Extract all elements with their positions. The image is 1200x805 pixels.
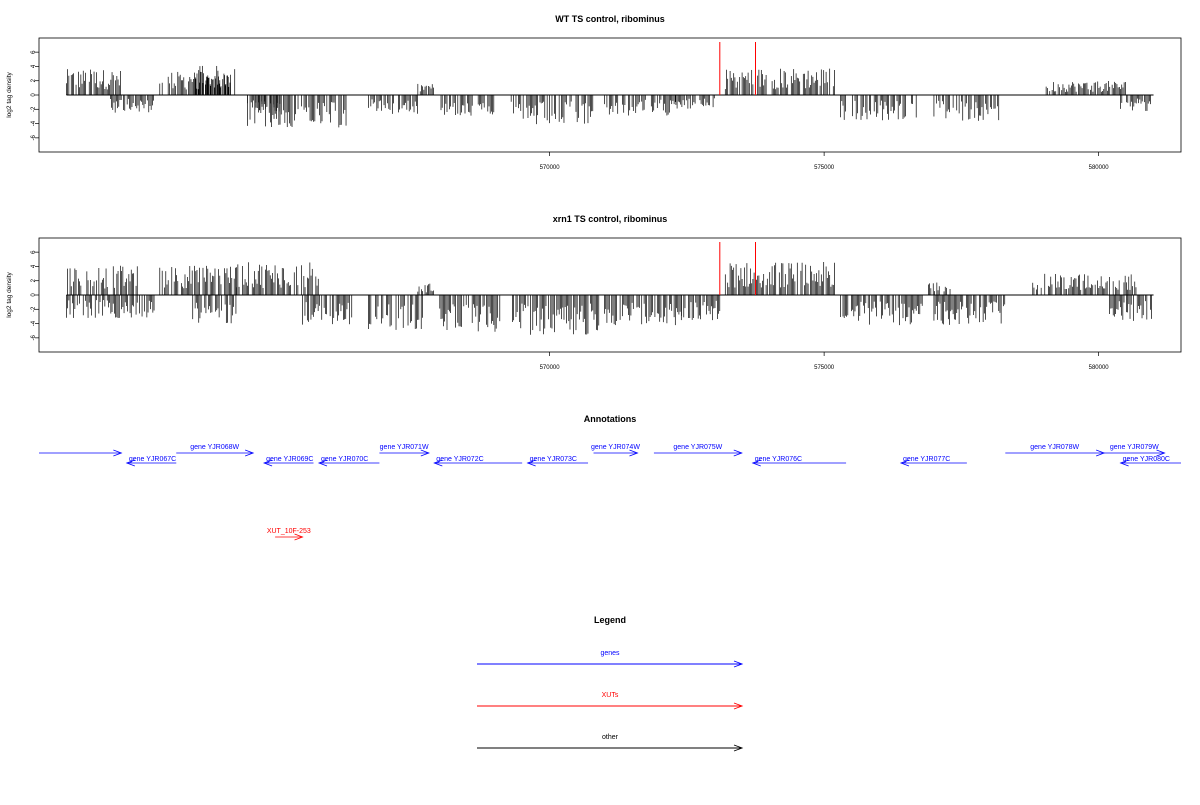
arrow-head <box>899 459 910 467</box>
legend-label: genes <box>600 650 620 657</box>
arrow-head <box>262 459 273 467</box>
x-tick-label: 575000 <box>814 365 835 371</box>
arrow-head <box>433 459 443 467</box>
arrow-head <box>751 459 761 467</box>
x-tick-label: 570000 <box>540 365 561 371</box>
feature-label: gene YJR080C <box>1123 456 1170 463</box>
x-tick-label: 580000 <box>1089 365 1110 371</box>
y-tick-label: -6 <box>31 135 37 141</box>
legend-items: genes XUTs other <box>477 650 744 752</box>
wt-y-ticks: -6 -4 -2 0 2 4 6 <box>31 50 39 141</box>
y-tick-label: 2 <box>31 278 37 282</box>
y-tick-label: -2 <box>31 306 37 312</box>
legend-label: XUTs <box>602 692 619 699</box>
xrn1-x-ticks: 570000 575000 580000 <box>540 352 1110 371</box>
legend-title: Legend <box>594 615 626 625</box>
legend-panel: Legend genes XUTs other <box>477 615 744 752</box>
feature-label: gene YJR068W <box>190 444 239 451</box>
legend-item-genes: genes <box>477 650 744 668</box>
gene-feature: gene YJR080C <box>1119 456 1181 467</box>
gene-feature: gene YJR072C <box>433 456 523 467</box>
feature-label: gene YJR071W <box>380 444 429 451</box>
arrow-head <box>113 449 123 457</box>
xrn1-y-ticks: -6 -4 -2 0 2 4 6 <box>31 250 39 341</box>
arrow-head <box>1119 459 1129 467</box>
y-tick-label: -6 <box>31 335 37 341</box>
arrow-head <box>420 449 430 457</box>
feature-label: gene YJR077C <box>903 456 950 463</box>
legend-item-other: other <box>477 734 744 752</box>
y-tick-label: 4 <box>31 264 37 268</box>
gene-feature: gene YJR069C <box>262 456 314 467</box>
y-tick-label: 4 <box>31 64 37 68</box>
wt-markers <box>719 42 756 95</box>
arrow-head <box>733 702 744 710</box>
arrow-head <box>1156 449 1166 457</box>
annotations-title: Annotations <box>584 414 637 424</box>
feature-label: gene YJR075W <box>673 444 722 451</box>
y-tick-label: 6 <box>31 250 37 254</box>
feature-label: gene YJR069C <box>266 456 313 463</box>
annotation-features: gene YJR067C gene YJR068W gene YJR069C gene… <box>39 444 1181 541</box>
feature-label: gene YJR070C <box>321 456 368 463</box>
gene-feature: gene YJR074W <box>591 444 640 457</box>
y-tick-label: 2 <box>31 78 37 82</box>
x-tick-label: 570000 <box>540 165 561 171</box>
gene-feature: gene YJR071W <box>379 444 430 457</box>
y-tick-label: -4 <box>31 320 37 326</box>
gene-feature: gene YJR077C <box>899 456 967 467</box>
y-tick-label: -2 <box>31 106 37 112</box>
xrn1-y-axis-label: log2 tag density <box>6 271 13 317</box>
xrn1-markers <box>719 242 756 295</box>
feature-label: XUT_10F-253 <box>267 528 311 535</box>
x-tick-label: 575000 <box>814 165 835 171</box>
wt-x-ticks: 570000 575000 580000 <box>540 152 1110 171</box>
gene-feature: gene YJR076C <box>751 456 847 467</box>
wt-track-title: WT TS control, ribominus <box>555 14 665 24</box>
feature-label: gene YJR067C <box>129 456 176 463</box>
legend-label: other <box>602 734 619 741</box>
feature-label: gene YJR078W <box>1030 444 1079 451</box>
wt-bars <box>66 65 1154 128</box>
arrow-head <box>733 744 744 752</box>
feature-label: gene YJR072C <box>436 456 483 463</box>
y-tick-label: -4 <box>31 120 37 126</box>
wt-y-axis-label: log2 tag density <box>6 71 13 117</box>
legend-item-xuts: XUTs <box>477 692 744 710</box>
arrow-head <box>294 533 304 541</box>
gene-feature: gene YJR079W <box>1104 444 1166 457</box>
gene-feature: gene YJR078W <box>1005 444 1106 457</box>
gene-feature: gene YJR067C <box>125 456 177 467</box>
wt-track-panel: WT TS control, ribominus log2 tag densit… <box>6 14 1182 171</box>
arrow-head <box>244 449 255 457</box>
arrow-head <box>526 459 536 467</box>
x-tick-label: 580000 <box>1089 165 1110 171</box>
xrn1-track-panel: xrn1 TS control, ribominus log2 tag dens… <box>6 214 1182 371</box>
gene-feature: gene YJR068W <box>176 444 255 457</box>
feature-label: gene YJR076C <box>755 456 802 463</box>
y-tick-label: 6 <box>31 50 37 54</box>
feature-label: gene YJR079W <box>1110 444 1159 451</box>
xut-feature: XUT_10F-253 <box>267 528 311 541</box>
gene-feature <box>39 449 123 457</box>
arrow-head <box>733 449 743 457</box>
arrow-head <box>125 459 135 467</box>
arrow-head <box>317 459 328 467</box>
xrn1-bars <box>66 262 1154 335</box>
xrn1-track-title: xrn1 TS control, ribominus <box>553 214 668 224</box>
gene-feature: gene YJR070C <box>317 456 380 467</box>
arrow-head <box>629 449 639 457</box>
gene-feature: gene YJR073C <box>526 456 589 467</box>
feature-label: gene YJR073C <box>530 456 577 463</box>
feature-label: gene YJR074W <box>591 444 640 451</box>
gene-feature: gene YJR075W <box>653 444 743 457</box>
y-tick-label: 0 <box>31 293 37 297</box>
arrow-head <box>733 660 744 668</box>
y-tick-label: 0 <box>31 93 37 97</box>
